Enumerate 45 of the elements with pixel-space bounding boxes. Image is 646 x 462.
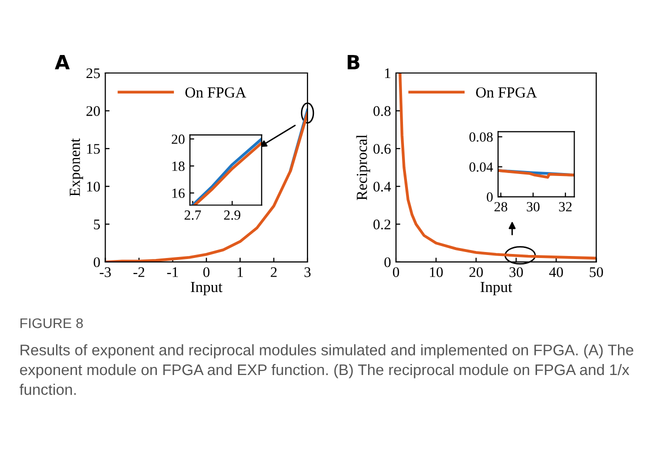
caption: FIGURE 8 <box>20 318 83 328</box>
x-tick-label: 32 <box>559 202 572 212</box>
y-tick-label: 15 <box>87 144 100 154</box>
y-tick-label: 10 <box>87 182 100 192</box>
legend-label: On FPGA <box>185 87 246 98</box>
x-tick-label: 1 <box>238 267 243 277</box>
x-tick-label: 2 <box>270 267 277 277</box>
x-tick-label: 30 <box>526 202 540 212</box>
x-tick-label: 0 <box>203 267 210 278</box>
y-tick-label: 0.2 <box>373 220 390 230</box>
x-tick-label: -1 <box>167 267 178 277</box>
y-tick-label: 16 <box>172 188 185 198</box>
x-tick-label: 28 <box>494 202 508 212</box>
x-tick-label: 3 <box>304 267 311 278</box>
y-tick-label: 0.04 <box>469 162 493 172</box>
y-tick-label: 0 <box>486 192 493 202</box>
chart-title: B <box>348 55 360 70</box>
y-tick-label: 5 <box>94 220 100 230</box>
y-axis-title: Exponent <box>70 138 84 196</box>
y-tick-label: 0 <box>94 257 100 268</box>
y-tick-label: 0.8 <box>373 106 391 116</box>
y-tick-label: 20 <box>86 106 100 116</box>
text: Results of exponent and reciprocal modules simulated and implemented on FPGA. (A) The exponent module on FPGA and EXP function. (B) The reciprocal module on FPGA and 1/x function. <box>20 344 634 395</box>
y-tick-label: 1 <box>385 68 390 78</box>
x-tick-label: -3 <box>100 267 111 278</box>
y-tick-label: 0.6 <box>373 144 391 154</box>
chart-title: A <box>54 55 70 70</box>
x-tick-label: 30 <box>510 267 523 278</box>
x-tick-label: -2 <box>133 267 144 277</box>
x-tick-label: 10 <box>430 267 443 278</box>
y-tick-label: 0.08 <box>469 132 493 142</box>
x-tick-label: 50 <box>590 267 603 278</box>
y-axis-title: Reciprocal <box>356 134 370 200</box>
legend-label: On FPGA <box>476 87 537 98</box>
y-tick-label: 20 <box>172 134 185 144</box>
y-tick-label: 18 <box>172 162 185 171</box>
y-tick-label: 25 <box>86 68 100 78</box>
x-tick-label: 2.9 <box>224 210 240 220</box>
y-tick-label: 0 <box>384 257 391 268</box>
x-axis-title: Input <box>480 282 512 296</box>
y-tick-label: 0.4 <box>373 182 391 192</box>
x-tick-label: 40 <box>549 267 563 278</box>
x-tick-label: 2.7 <box>184 210 201 220</box>
x-tick-label: 0 <box>392 267 400 278</box>
x-axis-title: Input <box>190 282 222 296</box>
